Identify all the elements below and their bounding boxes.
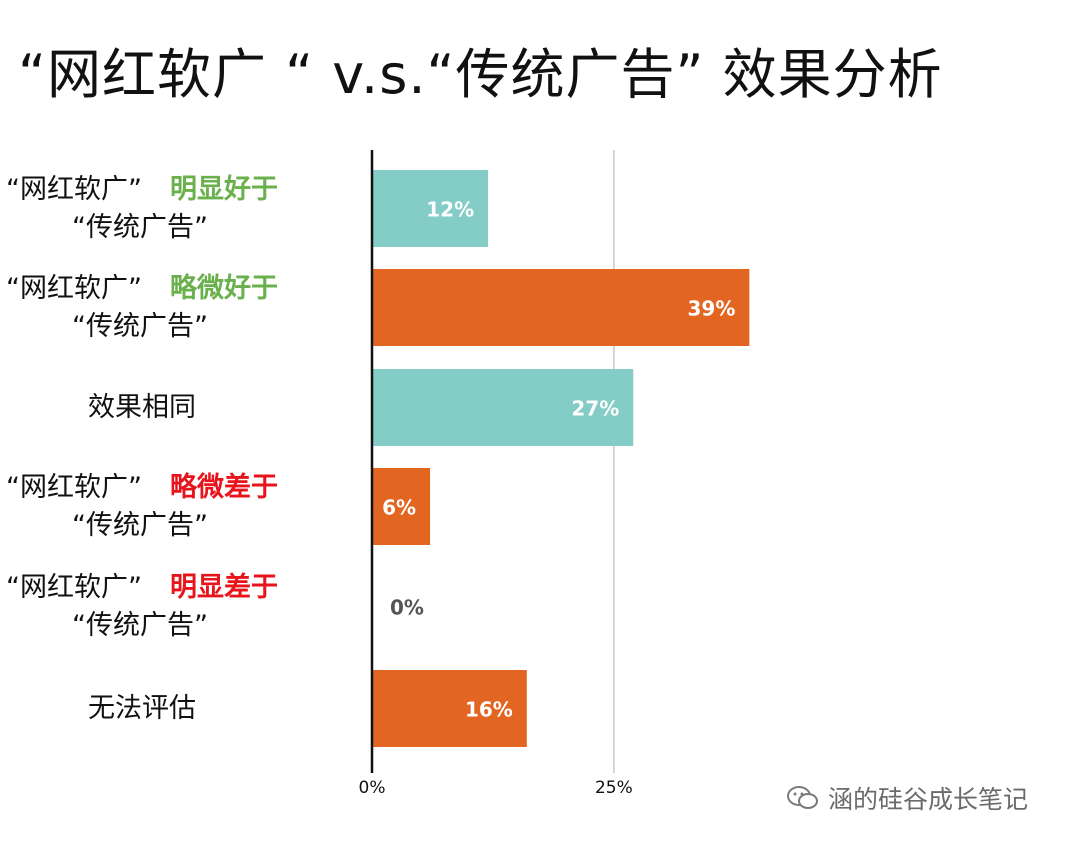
- category-subject: “网红软广”: [6, 173, 142, 205]
- bar-value-label-2: 27%: [571, 397, 619, 421]
- bar-value-label-5: 16%: [465, 698, 513, 722]
- bar-3: [372, 468, 431, 545]
- watermark: 涵的硅谷成长笔记: [786, 780, 1028, 816]
- bar-1: [372, 269, 750, 346]
- category-qualifier: 明显差于: [169, 571, 278, 603]
- category-label-line1-1: “网红软广” 略微好于: [6, 270, 278, 308]
- category-label-line1-3: “网红软广” 略微差于: [6, 469, 278, 507]
- x-tick-label-1: 25%: [595, 778, 633, 798]
- bar-value-label-3: 6%: [382, 496, 416, 520]
- category-label-line1-0: “网红软广” 明显好于: [6, 171, 278, 209]
- bar-value-label-0: 12%: [426, 198, 474, 222]
- watermark-text: 涵的硅谷成长笔记: [828, 785, 1029, 814]
- category-label-line2-1: “传统广告”: [72, 310, 208, 342]
- category-subject: “网红软广”: [6, 471, 142, 503]
- bar-5: [372, 670, 527, 747]
- category-qualifier: 明显好于: [169, 173, 278, 205]
- category-label-line2-3: “传统广告”: [72, 509, 208, 541]
- category-label-2: 效果相同: [88, 391, 196, 423]
- bar-2: [372, 369, 634, 446]
- category-label-line2-4: “传统广告”: [72, 609, 208, 641]
- x-tick-label-0: 0%: [359, 778, 386, 798]
- page-title: “网红软广 “ v.s.“传统广告” 效果分析: [18, 43, 943, 106]
- category-qualifier: 略微好于: [169, 272, 278, 304]
- bar-value-label-1: 39%: [687, 297, 735, 321]
- category-subject: “网红软广”: [6, 571, 142, 603]
- wechat-icon: [787, 786, 818, 809]
- category-label-5: 无法评估: [88, 692, 196, 724]
- bar-0: [372, 170, 489, 247]
- category-qualifier: 略微差于: [169, 471, 278, 503]
- category-label-line1-4: “网红软广” 明显差于: [6, 569, 278, 607]
- category-label-line2-0: “传统广告”: [72, 211, 208, 243]
- bar-value-label-4: 0%: [390, 596, 424, 620]
- category-subject: “网红软广”: [6, 272, 142, 304]
